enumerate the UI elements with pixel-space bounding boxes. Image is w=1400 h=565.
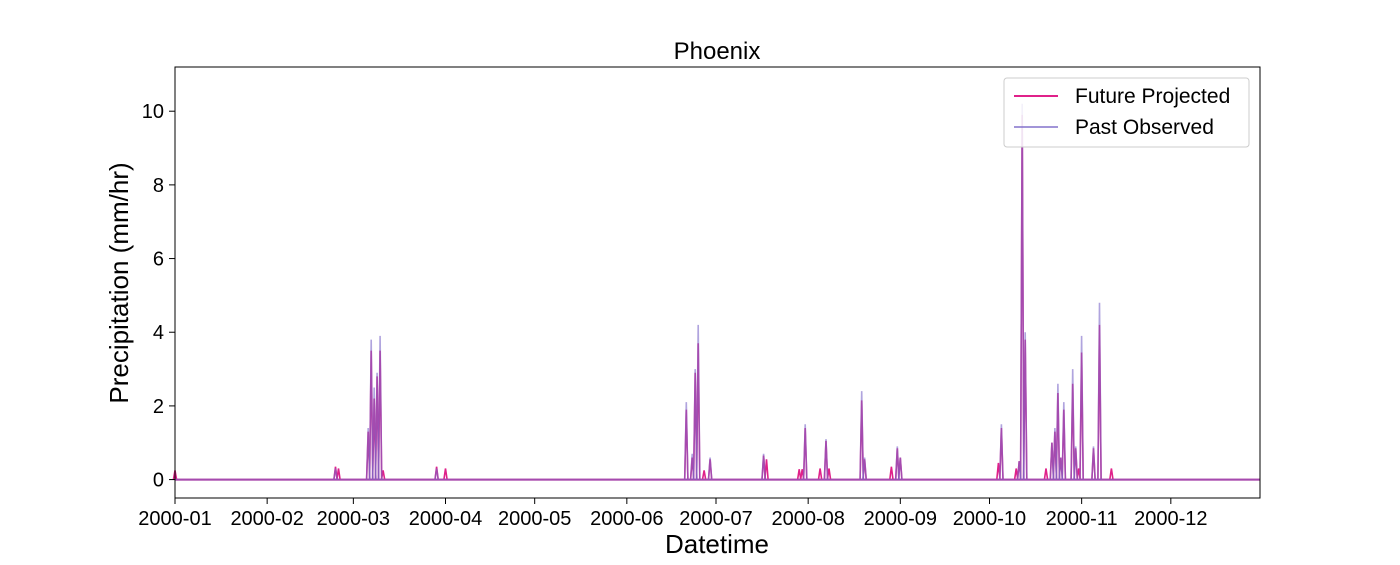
x-tick-label: 2000-05	[498, 508, 571, 530]
data-spike	[434, 468, 439, 480]
data-spike	[695, 324, 701, 480]
y-tick-label: 8	[153, 175, 164, 197]
x-tick-label: 2000-01	[138, 508, 211, 530]
data-spike	[862, 457, 867, 480]
data-spike	[701, 470, 707, 480]
x-tick-label: 2000-04	[409, 508, 482, 530]
data-spike	[1091, 446, 1096, 480]
data-spike	[1079, 335, 1084, 480]
data-spike	[1061, 402, 1067, 480]
data-spike	[859, 391, 865, 480]
y-tick-label: 0	[153, 470, 164, 492]
legend-label-future-projected: Future Projected	[1075, 85, 1230, 108]
y-axis-label: Precipitation (mm/hr)	[104, 162, 134, 403]
x-tick-label: 2000-09	[864, 508, 937, 530]
data-spike	[817, 468, 823, 480]
legend: Future Projected Past Observed	[1003, 77, 1250, 148]
x-tick-label: 2000-12	[1134, 508, 1207, 530]
data-spike	[443, 468, 448, 480]
x-tick-label: 2000-02	[230, 508, 303, 530]
data-spike	[1022, 332, 1028, 480]
x-tick-label: 2000-11	[1046, 508, 1118, 530]
data-spike	[1019, 103, 1025, 480]
data-spike	[333, 468, 338, 480]
series-past-observed	[175, 103, 1260, 481]
legend-label-past-observed: Past Observed	[1075, 116, 1214, 139]
series-layer	[172, 103, 1260, 481]
y-tick-label: 10	[142, 101, 164, 123]
data-spike	[999, 424, 1004, 480]
x-tick-label: 2000-07	[679, 508, 752, 530]
data-spike	[368, 339, 374, 480]
data-spike	[1043, 468, 1049, 480]
y-tick-label: 2	[153, 396, 164, 418]
data-spike	[823, 439, 829, 480]
data-spike	[796, 469, 802, 480]
data-spike	[894, 446, 900, 480]
data-spike	[889, 466, 894, 480]
y-axis: 0 2 4 6 8 10	[142, 101, 175, 492]
x-axis: 2000-01 2000-02 2000-03 2000-04 2000-05 2000-…	[138, 498, 1208, 530]
data-spike	[1055, 383, 1061, 480]
series-future-projected	[172, 114, 1260, 481]
chart-title: Phoenix	[674, 38, 761, 65]
legend-box	[1003, 77, 1250, 148]
x-tick-label: 2000-08	[771, 508, 844, 530]
data-spike	[897, 457, 903, 480]
data-spike	[761, 453, 766, 480]
data-spike	[377, 335, 383, 480]
data-spike	[1073, 446, 1079, 480]
y-tick-label: 6	[153, 249, 164, 271]
plot-frame	[174, 66, 1261, 499]
data-spike	[1070, 369, 1076, 480]
x-tick-label: 2000-03	[317, 508, 390, 530]
data-spike	[1109, 468, 1114, 480]
x-tick-label: 2000-10	[953, 508, 1026, 530]
data-spike	[1097, 302, 1102, 480]
x-tick-label: 2000-06	[590, 508, 663, 530]
data-spike	[802, 424, 808, 480]
x-axis-label: Datetime	[665, 529, 769, 559]
y-tick-label: 4	[153, 322, 164, 344]
data-spike	[707, 457, 713, 480]
data-spike	[683, 402, 689, 480]
data-spike	[336, 468, 341, 480]
